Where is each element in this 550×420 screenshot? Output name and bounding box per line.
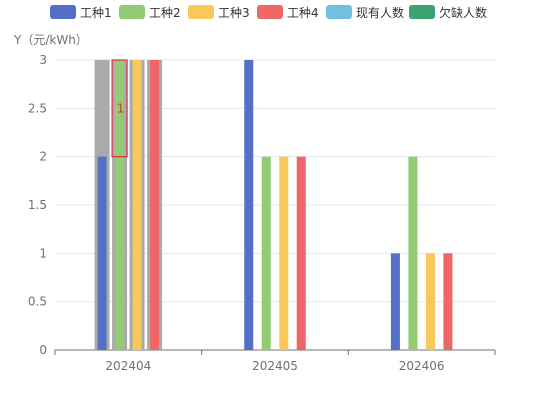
y-tick-label: 1 bbox=[39, 246, 47, 260]
bar-工种4-202406 bbox=[443, 253, 453, 350]
bar-工种1-202404 bbox=[97, 156, 107, 350]
legend-swatch bbox=[50, 5, 76, 19]
bar-工种1-202405 bbox=[244, 60, 254, 350]
legend-swatch bbox=[326, 5, 352, 19]
legend-swatch bbox=[409, 5, 435, 19]
legend-swatch bbox=[119, 5, 145, 19]
x-tick-label: 202406 bbox=[399, 359, 445, 373]
chart-legend: 工种1 工种2 工种3 工种4 现有人数 欠缺人数 bbox=[0, 2, 550, 22]
bar-工种3-202406 bbox=[425, 253, 435, 350]
legend-label: 工种4 bbox=[287, 5, 319, 20]
bar-工种3-202404 bbox=[132, 60, 142, 350]
bar-工种3-202405 bbox=[279, 156, 289, 350]
legend-label: 现有人数 bbox=[356, 5, 405, 20]
legend-item-5[interactable]: 现有人数 bbox=[326, 5, 405, 20]
legend-label: 工种2 bbox=[149, 5, 181, 20]
annotation-label: 1 bbox=[117, 101, 125, 115]
bar-工种2-202405 bbox=[261, 156, 271, 350]
legend-item-1[interactable]: 工种1 bbox=[50, 5, 112, 20]
legend-item-2[interactable]: 工种2 bbox=[119, 5, 181, 20]
x-tick-label: 202405 bbox=[252, 359, 298, 373]
y-tick-label: 3 bbox=[39, 53, 47, 67]
bar-工种1-202406 bbox=[390, 253, 400, 350]
x-tick-label: 202404 bbox=[105, 359, 151, 373]
y-tick-label: 0 bbox=[39, 343, 47, 357]
legend-label: 欠缺人数 bbox=[439, 5, 488, 20]
y-tick-label: 1.5 bbox=[28, 198, 47, 212]
legend-item-6[interactable]: 欠缺人数 bbox=[409, 5, 488, 20]
annotation-box bbox=[111, 59, 128, 158]
legend-swatch bbox=[188, 5, 214, 19]
legend-label: 工种1 bbox=[80, 5, 112, 20]
bar-工种2-202404 bbox=[115, 60, 125, 350]
y-tick-label: 2 bbox=[39, 150, 47, 164]
y-tick-label: 0.5 bbox=[28, 295, 47, 309]
legend-item-4[interactable]: 工种4 bbox=[257, 5, 319, 20]
legend-swatch bbox=[257, 5, 283, 19]
bar-工种4-202404 bbox=[150, 60, 160, 350]
y-axis-label: Y（元/kWh） bbox=[13, 33, 88, 47]
bar-工种2-202406 bbox=[408, 156, 418, 350]
legend-label: 工种3 bbox=[218, 5, 250, 20]
bar-工种4-202405 bbox=[296, 156, 306, 350]
legend-item-3[interactable]: 工种3 bbox=[188, 5, 250, 20]
y-tick-label: 2.5 bbox=[28, 101, 47, 115]
